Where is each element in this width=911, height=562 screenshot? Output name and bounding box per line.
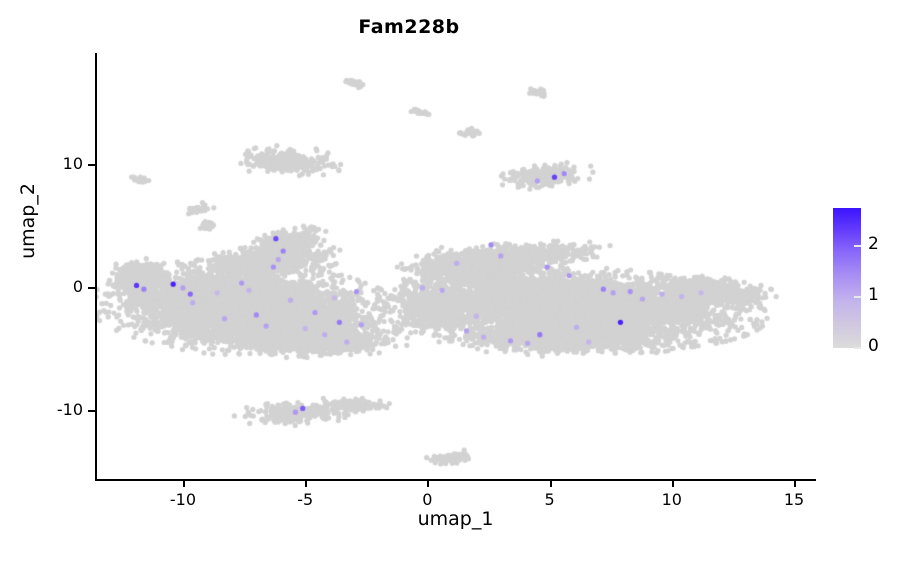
colorbar-tick-mark <box>854 245 861 248</box>
colorbar-tick-mark <box>854 296 861 299</box>
x-tick-mark <box>305 481 308 487</box>
plot-axes: -10 -5 0 5 10 15 10 0 -10 <box>57 53 816 509</box>
scatter-points-canvas <box>95 53 816 481</box>
x-tick-label: 5 <box>544 490 555 509</box>
y-tick-label: 10 <box>62 153 83 173</box>
colorbar-gradient <box>832 207 862 349</box>
y-tick-mark <box>88 163 95 166</box>
x-tick-mark <box>549 481 552 487</box>
x-tick-mark <box>182 481 185 487</box>
x-tick-label: -10 <box>169 490 197 509</box>
colorbar-tick-mark <box>854 347 861 349</box>
x-tick-mark <box>671 481 674 487</box>
y-tick-mark <box>88 409 95 412</box>
y-tick-label: -10 <box>56 399 83 419</box>
x-tick-mark <box>427 481 430 487</box>
colorbar: 0 1 2 <box>832 207 902 356</box>
chart-title: Fam228b <box>358 16 460 38</box>
y-tick-label: 0 <box>72 276 83 296</box>
x-tick-label: -5 <box>297 490 314 509</box>
colorbar-tick-label: 2 <box>868 234 879 255</box>
x-tick-label: 15 <box>783 490 805 509</box>
x-tick-label: 0 <box>422 490 433 509</box>
x-axis-spine <box>95 479 816 481</box>
colorbar-tick-label: 1 <box>868 285 879 306</box>
scatter-plot-area <box>95 53 816 481</box>
x-tick-label: 10 <box>661 490 682 509</box>
colorbar-tick-label: 0 <box>868 336 879 356</box>
x-axis-label: umap_1 <box>417 508 494 530</box>
y-axis-label: umap_2 <box>17 183 39 259</box>
x-tick-mark <box>794 481 796 487</box>
y-tick-mark <box>88 286 95 289</box>
y-axis-spine <box>95 53 97 481</box>
